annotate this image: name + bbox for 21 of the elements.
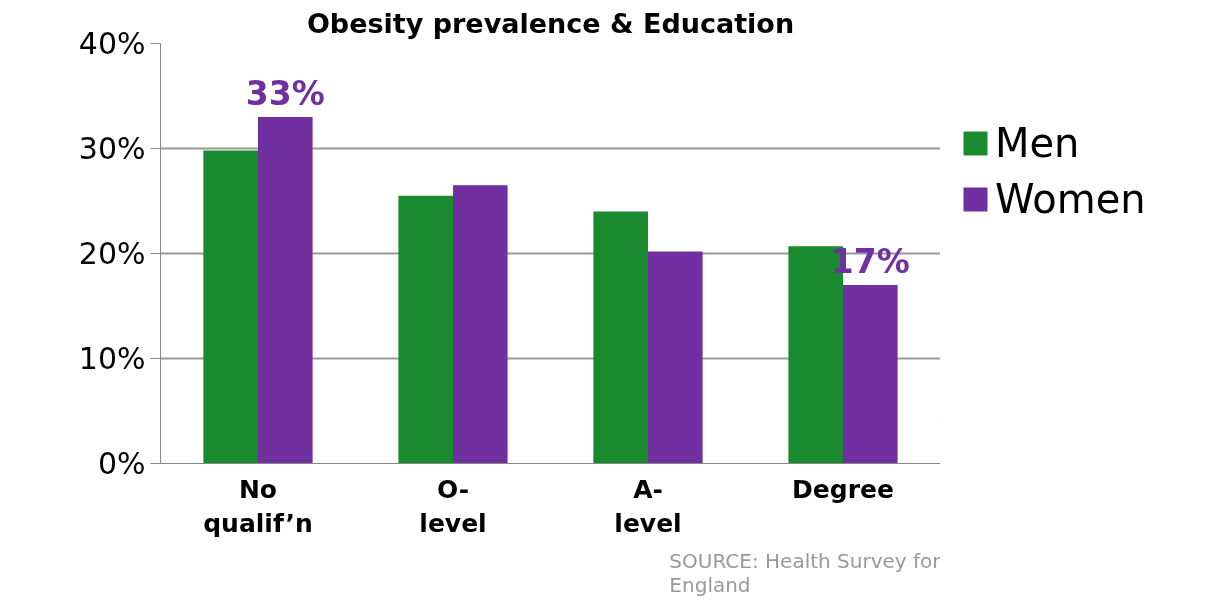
y-tick-label: 20% bbox=[78, 236, 146, 271]
x-tick-label: No qualif’n bbox=[203, 474, 313, 539]
y-tick-label: 0% bbox=[97, 446, 146, 481]
y-tick-label: 30% bbox=[78, 131, 146, 166]
x-tick-label: Degree bbox=[792, 474, 894, 504]
bar bbox=[258, 117, 313, 464]
bar bbox=[648, 251, 703, 464]
x-tick-label: A- level bbox=[614, 474, 682, 539]
data-label: 33% bbox=[245, 74, 325, 113]
bar bbox=[593, 211, 648, 464]
bar bbox=[203, 150, 258, 464]
y-tick-label: 40% bbox=[78, 26, 146, 61]
bar bbox=[843, 285, 898, 464]
bar bbox=[398, 195, 453, 464]
legend-label: Women bbox=[995, 176, 1146, 222]
bar bbox=[453, 185, 508, 464]
chart-title: Obesity prevalence & Education bbox=[306, 7, 795, 39]
legend-label: Men bbox=[995, 120, 1080, 166]
y-tick-label: 10% bbox=[78, 341, 146, 376]
source-note: SOURCE: Health Survey for England bbox=[669, 548, 942, 597]
x-tick-label: O- level bbox=[419, 474, 487, 539]
